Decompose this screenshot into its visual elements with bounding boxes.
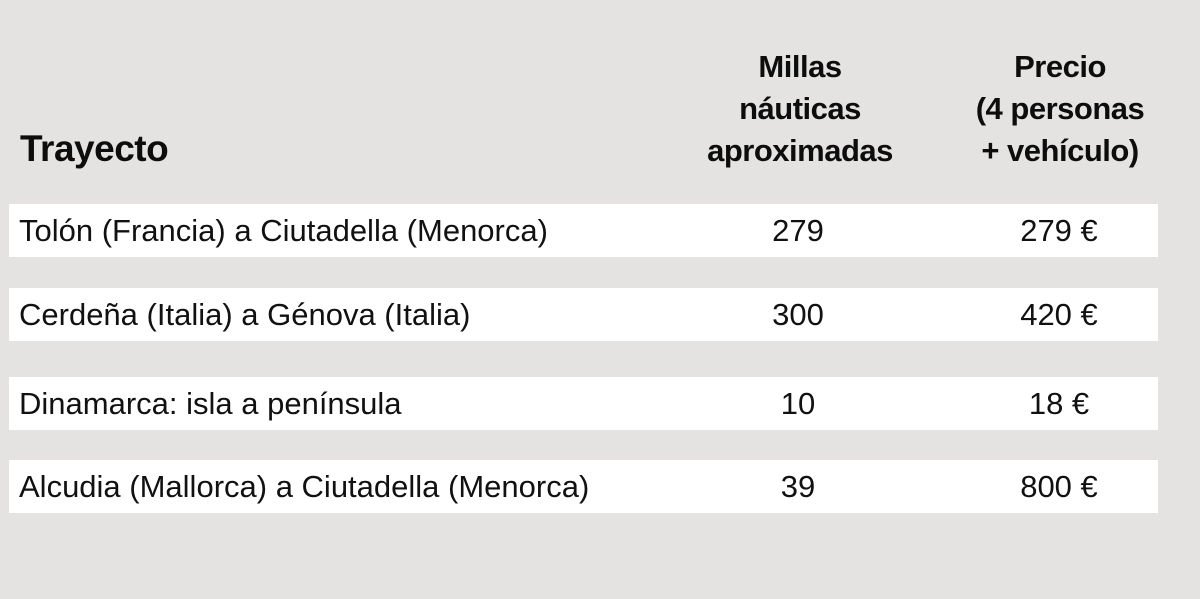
price-cell: 800 €	[1020, 469, 1098, 504]
header-price-line: + vehículo)	[981, 133, 1139, 168]
header-miles-line: Millas	[758, 49, 842, 84]
price-cell: 420 €	[1020, 297, 1098, 332]
miles-cell: 300	[772, 297, 824, 332]
table-row: Alcudia (Mallorca) a Ciutadella (Menorca…	[9, 460, 1158, 513]
price-cell: 18 €	[1028, 386, 1090, 421]
header-miles-line: náuticas	[739, 91, 861, 126]
miles-cell: 279	[772, 213, 824, 248]
route-cell: Dinamarca: isla a península	[19, 386, 402, 421]
header-miles: Millas náuticas aproximadas	[680, 46, 920, 172]
route-cell: Cerdeña (Italia) a Génova (Italia)	[19, 297, 471, 332]
route-cell: Tolón (Francia) a Ciutadella (Menorca)	[19, 213, 548, 248]
miles-cell: 39	[780, 469, 816, 504]
header-price-line: Precio	[1014, 49, 1106, 84]
header-price-line: (4 personas	[975, 91, 1145, 126]
table-row: Dinamarca: isla a península 10 18 €	[9, 377, 1158, 430]
route-cell: Alcudia (Mallorca) a Ciutadella (Menorca…	[19, 469, 590, 504]
table-row: Cerdeña (Italia) a Génova (Italia) 300 4…	[9, 288, 1158, 341]
miles-cell: 10	[780, 386, 816, 421]
header-miles-line: aproximadas	[707, 133, 893, 168]
table-row: Tolón (Francia) a Ciutadella (Menorca) 2…	[9, 204, 1158, 257]
price-cell: 279 €	[1020, 213, 1098, 248]
header-price: Precio (4 personas + vehículo)	[945, 46, 1175, 172]
header-route: Trayecto	[20, 128, 169, 169]
